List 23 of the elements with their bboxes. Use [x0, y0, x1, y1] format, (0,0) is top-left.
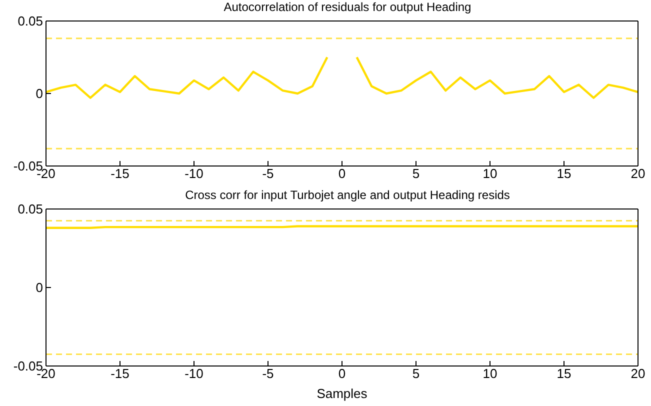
x-tick-label: -15 — [110, 366, 130, 382]
y-tick-label: 0 — [36, 86, 43, 102]
x-tick-label: -5 — [262, 166, 274, 182]
x-tick-label: 5 — [412, 166, 420, 182]
chart-title: Cross corr for input Turbojet angle and output Heading resids — [185, 188, 510, 202]
x-tick-label: 15 — [556, 166, 572, 182]
x-tick-label: -10 — [184, 166, 204, 182]
x-tick-label: 0 — [338, 166, 346, 182]
x-tick-label: 0 — [338, 366, 346, 382]
chart-title: Autocorrelation of residuals for output Heading — [224, 0, 472, 14]
x-tick-label: 5 — [412, 366, 420, 382]
y-tick-label: 0 — [36, 280, 43, 296]
x-tick-label: -5 — [262, 366, 274, 382]
y-tick-label: 0.05 — [18, 14, 43, 29]
x-tick-label: 10 — [482, 166, 498, 182]
x-tick-label: 20 — [630, 166, 646, 182]
x-tick-label: -15 — [110, 166, 130, 182]
x-tick-label: 20 — [630, 366, 646, 382]
x-tick-label: 15 — [556, 366, 572, 382]
x-axis-title: Samples — [316, 386, 368, 401]
y-tick-label: 0.05 — [18, 202, 43, 217]
x-tick-label: 10 — [482, 366, 498, 382]
x-tick-label: -10 — [184, 366, 204, 382]
